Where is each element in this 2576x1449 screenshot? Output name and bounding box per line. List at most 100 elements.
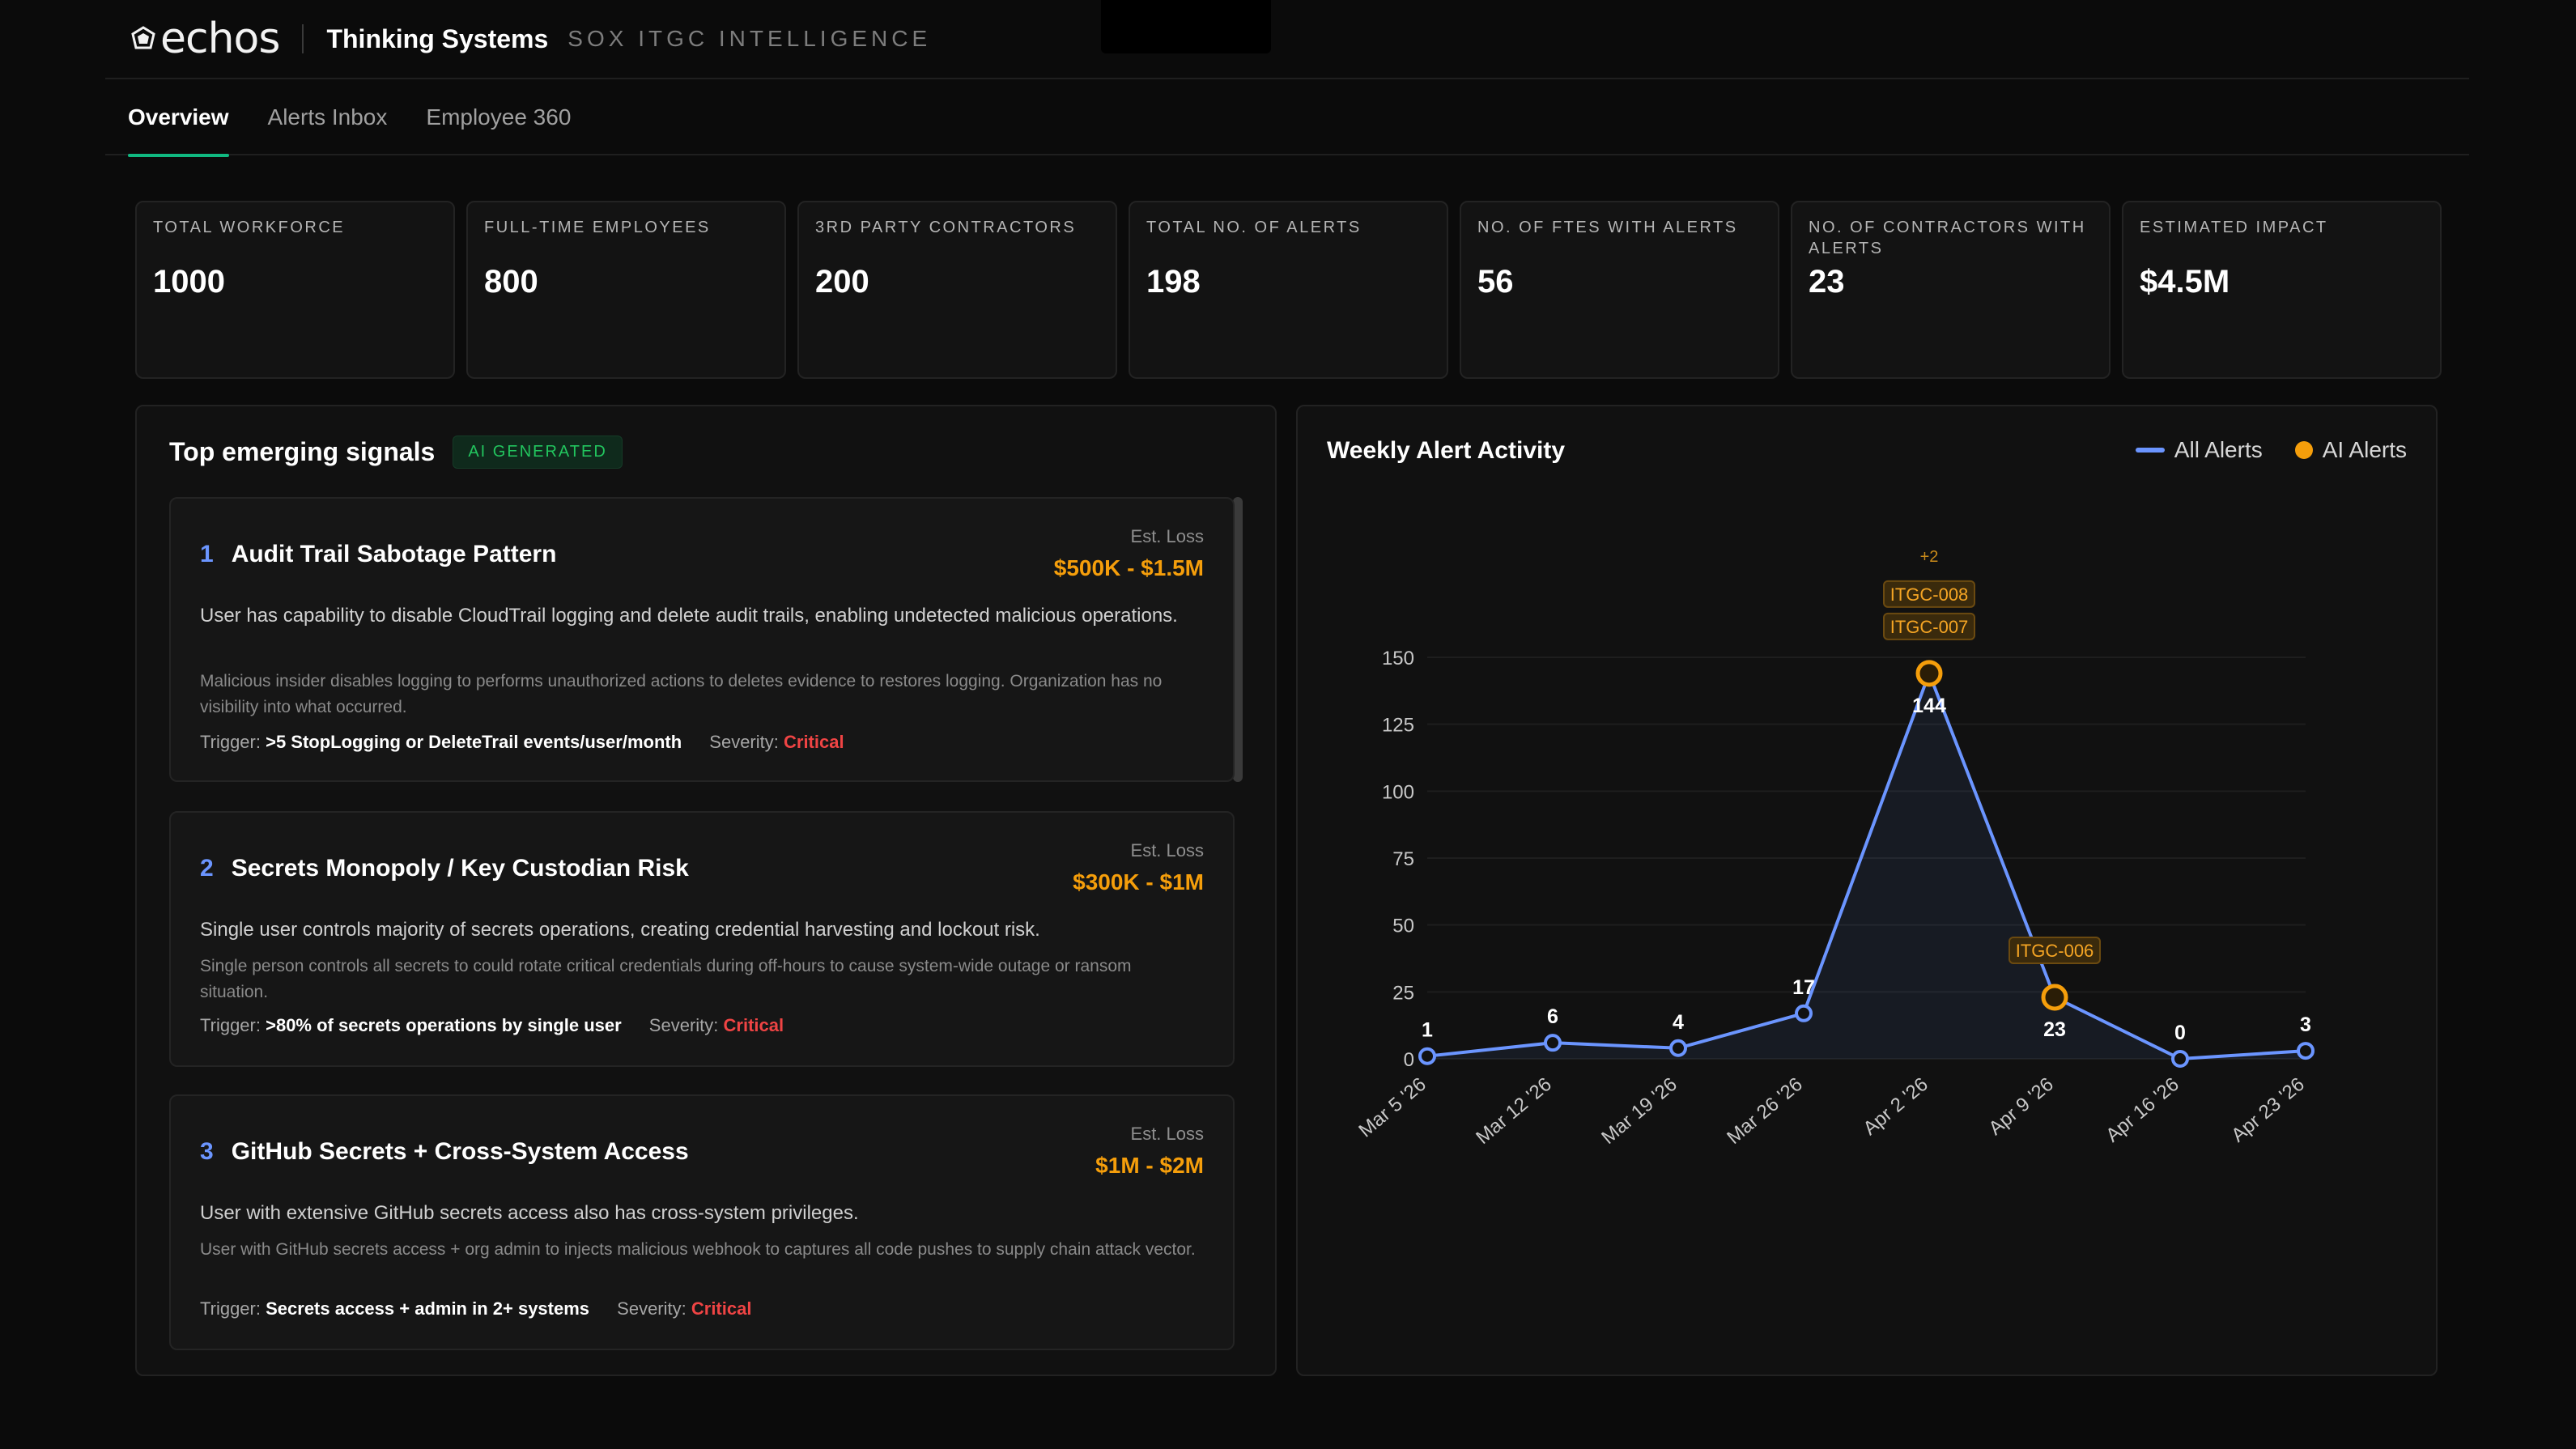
severity-label: Severity:: [617, 1298, 687, 1319]
signal-number: 1: [200, 541, 214, 567]
data-label: 23: [2043, 1018, 2066, 1041]
kpi-label: 3RD PARTY CONTRACTORS: [815, 219, 1077, 236]
signal-title: 1 Audit Trail Sabotage Pattern: [200, 541, 556, 568]
x-tick-label: Apr 23 '26: [2227, 1073, 2309, 1147]
kpi-label: FULL-TIME EMPLOYEES: [484, 219, 711, 236]
y-tick-label: 150: [1382, 648, 1414, 669]
y-tick-label: 25: [1392, 982, 1414, 1004]
signals-header: Top emerging signals AI GENERATED: [169, 436, 623, 469]
data-label: 17: [1792, 976, 1815, 999]
kpi-label: TOTAL WORKFORCE: [153, 219, 346, 236]
kpi-total-workforce: TOTAL WORKFORCE 1000: [135, 201, 455, 379]
tab-alerts-inbox[interactable]: Alerts Inbox: [267, 104, 388, 130]
app-header: echos Thinking Systems SOX ITGC INTELLIG…: [105, 0, 2469, 79]
kpi-value: $4.5M: [2140, 264, 2230, 300]
x-tick-label: Apr 2 '26: [1859, 1073, 1932, 1140]
data-label: 4: [1673, 1011, 1684, 1034]
data-label: 3: [2300, 1013, 2311, 1036]
signal-title-text: Audit Trail Sabotage Pattern: [231, 541, 557, 567]
data-point: [1418, 1047, 1436, 1065]
y-tick-label: 0: [1404, 1049, 1414, 1071]
nav-tabs: Overview Alerts Inbox Employee 360: [105, 79, 2469, 157]
chart-title: Weekly Alert Activity: [1327, 437, 1566, 464]
signals-title: Top emerging signals: [169, 437, 436, 466]
signal-description: User with extensive GitHub secrets acces…: [200, 1202, 859, 1224]
signals-panel: Top emerging signals AI GENERATED 1 Audi…: [135, 405, 1277, 1376]
signal-meta: Trigger: >80% of secrets operations by s…: [200, 1015, 784, 1036]
x-tick-label: Mar 19 '26: [1597, 1073, 1681, 1149]
logo[interactable]: echos: [130, 15, 280, 63]
data-point: [1795, 1004, 1813, 1022]
data-label: 144: [1912, 695, 1946, 717]
signal-description: Single user controls majority of secrets…: [200, 919, 1040, 941]
weekly-alert-chart: 0 25 50 75 100 125 150 1 Mar 5 '26 6 Mar 12 '26 4 Ma…: [1354, 548, 2315, 1149]
kpi-value: 200: [815, 264, 869, 300]
kpi-contractors: 3RD PARTY CONTRACTORS 200: [797, 201, 1117, 379]
echos-logo-icon: [131, 26, 155, 49]
camera-notch: [1101, 0, 1271, 53]
data-label: 6: [1547, 1005, 1558, 1028]
x-tick-label: Mar 5 '26: [1354, 1073, 1430, 1142]
product-subtitle: SOX ITGC INTELLIGENCE: [567, 26, 932, 51]
trigger-value: Secrets access + admin in 2+ systems: [266, 1298, 590, 1319]
signal-detail: Malicious insider disables logging to pe…: [200, 672, 1163, 716]
severity-label: Severity:: [709, 732, 779, 752]
severity-label: Severity:: [648, 1015, 719, 1035]
kpi-value: 800: [484, 264, 538, 300]
kpi-row: TOTAL WORKFORCE 1000 FULL-TIME EMPLOYEES…: [135, 201, 2442, 379]
signal-number: 3: [200, 1138, 214, 1165]
signal-number: 2: [200, 855, 214, 882]
x-tick-label: Apr 9 '26: [1984, 1073, 2057, 1140]
trigger-value: >5 StopLogging or DeleteTrail events/use…: [266, 732, 682, 752]
ai-alert-tag-label: ITGC-007: [1890, 617, 1969, 637]
data-point: [1669, 1039, 1687, 1057]
signal-card[interactable]: 3 GitHub Secrets + Cross-System Access E…: [169, 1094, 1235, 1350]
signal-card[interactable]: 1 Audit Trail Sabotage Pattern Est. Loss…: [169, 497, 1235, 782]
x-tick-label: Mar 12 '26: [1472, 1073, 1556, 1149]
series-area: [1427, 673, 2306, 1059]
kpi-value: 56: [1477, 264, 1514, 300]
est-loss-value: $1M - $2M: [1095, 1153, 1204, 1178]
kpi-ftes-with-alerts: NO. OF FTES WITH ALERTS 56: [1460, 201, 1779, 379]
ai-alert-tag: [1883, 580, 1975, 608]
signal-title: 3 GitHub Secrets + Cross-System Access: [200, 1138, 689, 1166]
ai-alert-point: [1915, 660, 1943, 687]
data-point: [2297, 1042, 2315, 1060]
tab-overview[interactable]: Overview: [128, 79, 229, 157]
signal-description: User has capability to disable CloudTrai…: [200, 605, 1178, 627]
signal-detail: Single person controls all secrets to co…: [200, 957, 1132, 1001]
kpi-value: 198: [1146, 264, 1201, 300]
data-point: [1544, 1034, 1562, 1052]
y-tick-label: 75: [1392, 848, 1414, 870]
tab-employee-360[interactable]: Employee 360: [426, 104, 572, 130]
trigger-label: Trigger:: [200, 732, 261, 752]
signals-scrollbar[interactable]: [1233, 497, 1243, 782]
ai-alert-tag: [2009, 936, 2101, 964]
est-loss-label: Est. Loss: [1130, 1124, 1204, 1144]
header-divider: [302, 24, 304, 53]
data-label: 0: [2174, 1022, 2186, 1044]
signal-card[interactable]: 2 Secrets Monopoly / Key Custodian Risk …: [169, 811, 1235, 1067]
data-label: 1: [1422, 1019, 1433, 1042]
signal-title: 2 Secrets Monopoly / Key Custodian Risk: [200, 855, 689, 882]
kpi-label: NO. OF FTES WITH ALERTS: [1477, 219, 1738, 236]
y-tick-label: 100: [1382, 781, 1414, 803]
ai-alert-more: +2: [1920, 548, 1939, 566]
legend-dot-icon: [2294, 441, 2313, 459]
kpi-total-alerts: TOTAL NO. OF ALERTS 198: [1129, 201, 1448, 379]
trigger-label: Trigger:: [200, 1015, 261, 1035]
signal-title-text: Secrets Monopoly / Key Custodian Risk: [231, 855, 689, 882]
signal-detail: User with GitHub secrets access + org ad…: [200, 1240, 1196, 1259]
kpi-label: TOTAL NO. OF ALERTS: [1146, 219, 1362, 236]
kpi-label: ESTIMATED IMPACT: [2140, 219, 2328, 236]
kpi-label: NO. OF CONTRACTORS WITH ALERTS: [1809, 219, 2086, 257]
y-tick-label: 125: [1382, 715, 1414, 737]
trigger-label: Trigger:: [200, 1298, 261, 1319]
kpi-estimated-impact: ESTIMATED IMPACT $4.5M: [2122, 201, 2442, 379]
legend-all-alerts[interactable]: All Alerts: [2174, 437, 2263, 462]
legend-ai-alerts[interactable]: AI Alerts: [2322, 437, 2407, 462]
kpi-full-time-employees: FULL-TIME EMPLOYEES 800: [466, 201, 786, 379]
ai-alert-tag-label: ITGC-006: [2016, 941, 2094, 961]
kpi-value: 23: [1809, 264, 1845, 300]
signal-title-text: GitHub Secrets + Cross-System Access: [231, 1138, 689, 1165]
